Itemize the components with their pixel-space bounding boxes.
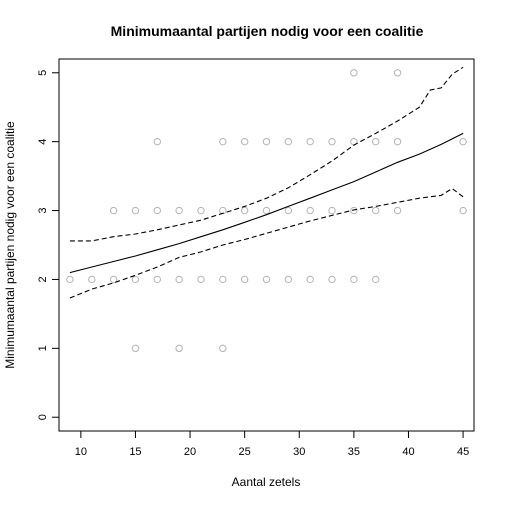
data-point: [350, 275, 358, 284]
data-point: [219, 344, 227, 353]
y-tick-label: 0: [37, 414, 49, 420]
data-point: [240, 137, 249, 146]
data-point: [219, 275, 227, 284]
y-axis-label: Minimumaantal partijen nodig voor een co…: [3, 121, 17, 369]
data-point: [66, 275, 74, 284]
data-point: [393, 137, 402, 146]
data-point: [372, 206, 380, 215]
data-point: [109, 275, 118, 284]
data-point: [393, 206, 402, 215]
data-point: [175, 206, 183, 215]
data-point: [197, 206, 205, 215]
data-point: [284, 137, 293, 146]
data-point: [306, 275, 314, 284]
y-tick-label: 2: [37, 276, 49, 282]
data-point: [153, 206, 161, 215]
data-point: [240, 206, 249, 215]
data-points: [66, 69, 467, 353]
plot-frame: [58, 58, 475, 432]
data-point: [153, 275, 161, 284]
data-point: [459, 137, 467, 146]
y-tick-label: 3: [37, 207, 49, 213]
fit-lines: [69, 66, 464, 299]
data-point: [328, 137, 336, 146]
x-tick-label: 45: [457, 446, 469, 458]
data-point: [372, 137, 380, 146]
x-tick-label: 10: [75, 446, 87, 458]
data-point: [197, 275, 205, 284]
x-tick-label: 40: [402, 446, 414, 458]
data-point: [306, 137, 314, 146]
data-point: [284, 206, 293, 215]
data-point: [131, 206, 140, 215]
y-axis: 0 1 2 3 4 5: [37, 70, 59, 420]
data-point: [328, 275, 336, 284]
upper-band-line: [69, 66, 464, 242]
data-point: [262, 206, 271, 215]
data-point: [131, 275, 140, 284]
data-point: [88, 275, 96, 284]
data-point: [306, 206, 314, 215]
data-point: [175, 275, 183, 284]
x-axis-label: Aantal zetels: [232, 475, 301, 489]
data-point: [350, 206, 358, 215]
x-tick-label: 35: [348, 446, 360, 458]
x-tick-label: 15: [129, 446, 141, 458]
data-point: [262, 275, 271, 284]
x-tick-label: 25: [239, 446, 251, 458]
data-point: [109, 206, 118, 215]
data-point: [219, 137, 227, 146]
data-point: [240, 275, 249, 284]
lower-band-line: [69, 187, 464, 299]
data-point: [153, 137, 161, 146]
chart-title: Minimumaantal partijen nodig voor een co…: [111, 23, 424, 39]
x-axis: 10 15 20 25 30 35 40 45: [75, 431, 469, 458]
x-tick-label: 30: [293, 446, 305, 458]
data-point: [459, 206, 467, 215]
data-point: [350, 69, 358, 77]
y-tick-label: 4: [37, 139, 49, 145]
y-tick-label: 1: [37, 345, 49, 351]
fit-line: [69, 132, 464, 274]
data-point: [262, 137, 271, 146]
data-point: [131, 344, 140, 353]
data-point: [372, 275, 380, 284]
data-point: [328, 206, 336, 215]
data-point: [284, 275, 293, 284]
y-tick-label: 5: [37, 70, 49, 76]
data-point: [175, 344, 183, 353]
x-tick-label: 20: [184, 446, 196, 458]
data-point: [393, 69, 402, 77]
